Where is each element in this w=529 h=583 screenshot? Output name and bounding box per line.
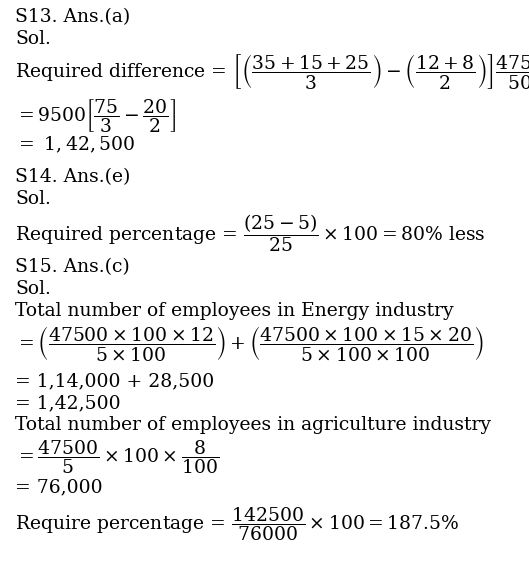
Text: Sol.: Sol.: [15, 280, 51, 298]
Text: $= \left(\dfrac{47500\times100\times12}{5\times100}\right) + \left(\dfrac{47500\: $= \left(\dfrac{47500\times100\times12}{…: [15, 324, 484, 363]
Text: Required percentage = $\dfrac{(25-5)}{25} \times 100 = 80\%$ less: Required percentage = $\dfrac{(25-5)}{25…: [15, 212, 486, 254]
Text: S13. Ans.(a): S13. Ans.(a): [15, 8, 130, 26]
Text: = 76,000: = 76,000: [15, 478, 103, 496]
Text: S15. Ans.(c): S15. Ans.(c): [15, 258, 130, 276]
Text: Sol.: Sol.: [15, 190, 51, 208]
Text: Sol.: Sol.: [15, 30, 51, 48]
Text: $=\ 1,42,500$: $=\ 1,42,500$: [15, 135, 135, 155]
Text: $= \dfrac{47500}{5} \times 100 \times \dfrac{8}{100}$: $= \dfrac{47500}{5} \times 100 \times \d…: [15, 438, 219, 476]
Text: Require percentage = $\dfrac{142500}{76000} \times 100 = 187.5\%$: Require percentage = $\dfrac{142500}{760…: [15, 505, 459, 543]
Text: $= 9500\left[\dfrac{75}{3} - \dfrac{20}{2}\right]$: $= 9500\left[\dfrac{75}{3} - \dfrac{20}{…: [15, 97, 176, 135]
Text: Total number of employees in agriculture industry: Total number of employees in agriculture…: [15, 416, 491, 434]
Text: = 1,14,000 + 28,500: = 1,14,000 + 28,500: [15, 372, 214, 390]
Text: Required difference = $\left[\left(\dfrac{35+15+25}{3}\right) - \left(\dfrac{12+: Required difference = $\left[\left(\dfra…: [15, 52, 529, 91]
Text: Total number of employees in Energy industry: Total number of employees in Energy indu…: [15, 302, 454, 320]
Text: S14. Ans.(e): S14. Ans.(e): [15, 168, 130, 186]
Text: = 1,42,500: = 1,42,500: [15, 394, 121, 412]
